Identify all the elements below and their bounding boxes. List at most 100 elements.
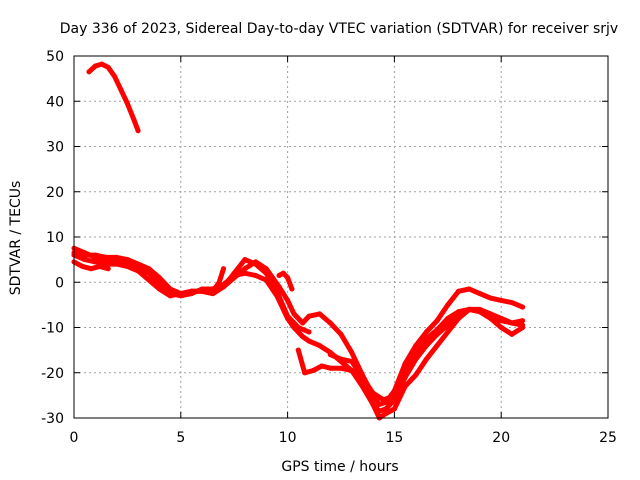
series-line-track-a xyxy=(71,250,526,407)
x-tick-label-5: 25 xyxy=(599,430,617,446)
data-point xyxy=(317,343,323,349)
data-point xyxy=(285,297,291,303)
data-point xyxy=(488,295,493,301)
data-point xyxy=(327,365,333,371)
data-point xyxy=(359,374,365,380)
data-point xyxy=(319,363,325,369)
data-point xyxy=(97,263,103,269)
x-tick-label-3: 15 xyxy=(385,430,403,446)
data-point xyxy=(178,291,184,297)
data-point xyxy=(189,288,194,294)
data-point xyxy=(253,273,259,278)
data-point xyxy=(114,261,120,267)
y-tick-label-0: -30 xyxy=(41,411,64,427)
y-tick-label-7: 40 xyxy=(46,94,64,110)
data-point xyxy=(477,309,483,315)
data-point xyxy=(370,401,376,407)
data-point xyxy=(391,406,397,412)
data-point xyxy=(285,275,291,281)
x-tick-label-1: 5 xyxy=(176,430,185,446)
y-tick-label-6: 30 xyxy=(46,140,64,156)
data-point xyxy=(423,336,429,342)
data-point xyxy=(300,334,306,340)
data-point xyxy=(135,261,141,267)
data-point xyxy=(520,318,526,324)
data-point xyxy=(112,73,118,79)
data-point xyxy=(86,69,92,75)
data-point xyxy=(118,87,124,93)
data-point xyxy=(434,318,440,324)
data-point xyxy=(92,259,98,265)
data-point xyxy=(105,266,111,272)
data-point xyxy=(381,397,387,403)
y-axis-label: SDTVAR / TECUs xyxy=(8,181,24,296)
x-tick-label-2: 10 xyxy=(279,430,297,446)
data-point xyxy=(302,370,308,376)
series-line-track-f xyxy=(327,306,526,403)
data-point xyxy=(124,257,130,263)
data-point xyxy=(167,293,173,299)
data-point xyxy=(423,329,429,335)
data-point xyxy=(445,329,451,335)
data-point xyxy=(338,365,344,371)
data-point xyxy=(199,288,205,294)
data-point xyxy=(156,286,162,292)
data-point xyxy=(135,128,141,134)
data-point xyxy=(80,263,85,269)
data-point xyxy=(306,338,312,344)
data-point xyxy=(135,268,141,274)
data-point xyxy=(498,325,504,330)
data-point xyxy=(413,372,419,378)
data-point xyxy=(242,266,248,272)
data-point xyxy=(92,63,98,69)
data-point xyxy=(466,286,472,292)
data-point xyxy=(210,288,216,294)
data-point xyxy=(391,392,397,398)
data-point xyxy=(306,329,312,335)
y-tick-label-3: 0 xyxy=(55,275,64,291)
series-group xyxy=(71,61,526,421)
data-point xyxy=(456,309,461,315)
data-point xyxy=(349,358,355,364)
data-point xyxy=(82,257,88,263)
data-point xyxy=(231,270,237,276)
data-point xyxy=(370,390,376,396)
data-point xyxy=(520,304,526,310)
data-point xyxy=(509,331,515,337)
data-point xyxy=(280,270,286,276)
data-point xyxy=(413,343,419,349)
data-point xyxy=(105,64,111,70)
data-point xyxy=(349,368,355,373)
x-tick-label-4: 20 xyxy=(492,430,510,446)
data-point xyxy=(413,352,419,358)
data-point xyxy=(327,352,333,358)
data-point xyxy=(520,325,526,330)
series-line-track-early-high xyxy=(86,61,141,134)
data-point xyxy=(383,411,389,416)
data-point xyxy=(477,291,483,297)
data-point xyxy=(317,311,323,317)
data-point xyxy=(456,288,461,294)
x-tick-label-0: 0 xyxy=(70,430,79,446)
y-tick-label-8: 50 xyxy=(46,49,64,65)
data-point xyxy=(103,257,109,263)
data-point xyxy=(376,401,382,407)
data-point xyxy=(434,327,440,333)
data-point xyxy=(498,315,504,321)
data-point xyxy=(488,315,493,321)
y-tick-label-5: 20 xyxy=(46,185,64,201)
data-point xyxy=(92,254,98,260)
data-point xyxy=(146,277,152,283)
data-point xyxy=(349,349,355,355)
data-point xyxy=(291,311,297,317)
data-point xyxy=(131,116,137,122)
data-point xyxy=(146,266,152,272)
data-point xyxy=(242,257,248,263)
data-point xyxy=(274,288,280,294)
data-point xyxy=(300,320,306,326)
data-point xyxy=(221,266,226,272)
data-point xyxy=(310,368,316,373)
data-point xyxy=(221,284,226,290)
y-tick-label-2: -10 xyxy=(41,321,64,337)
y-tick-label-4: 10 xyxy=(46,230,64,246)
